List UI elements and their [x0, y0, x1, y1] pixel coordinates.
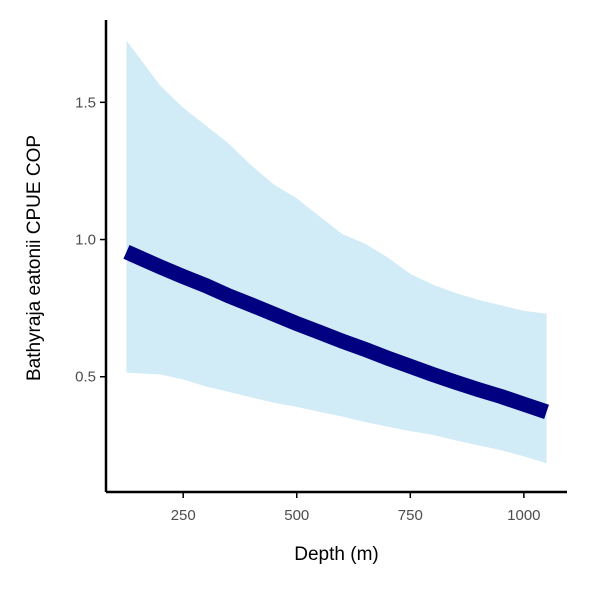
y-tick-label: 0.5: [75, 369, 96, 386]
x-axis-title: Depth (m): [294, 544, 378, 565]
x-tick-label: 500: [284, 507, 309, 524]
x-tick-label: 750: [398, 507, 423, 524]
y-tick-label: 1.5: [75, 94, 96, 111]
fitted-line-layer: [123, 245, 549, 419]
y-tick-label: 1.0: [75, 232, 96, 249]
x-ticks: 250 500 750 1000: [171, 492, 541, 524]
confidence-band-layer: [126, 40, 547, 464]
fitted-line: [123, 245, 549, 419]
x-tick-label: 250: [171, 507, 196, 524]
y-ticks: 0.5 1.0 1.5: [75, 94, 106, 386]
y-axis-title: Bathyraja eatonii CPUE COP: [24, 135, 45, 381]
confidence-band: [126, 40, 547, 464]
x-tick-label: 1000: [507, 507, 540, 524]
